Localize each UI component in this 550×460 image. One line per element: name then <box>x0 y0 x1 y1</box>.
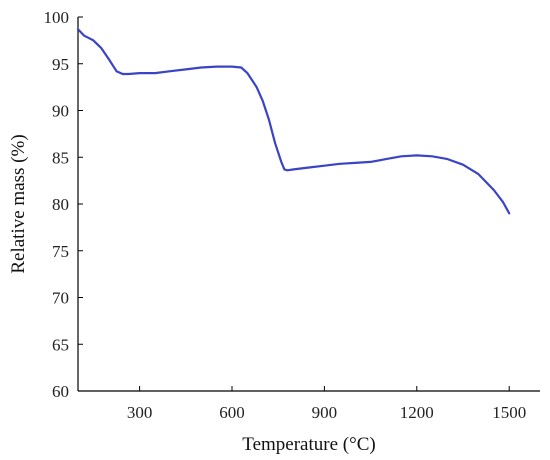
x-tick-label: 900 <box>312 403 338 422</box>
y-axis-ticks: 60 65 70 75 80 85 90 95 100 <box>44 8 83 401</box>
y-tick-label: 65 <box>52 335 69 354</box>
y-tick-label: 95 <box>52 55 69 74</box>
y-tick-label: 70 <box>52 289 69 308</box>
x-axis-title: Temperature (°C) <box>242 434 375 455</box>
y-tick-label: 90 <box>52 102 69 121</box>
y-tick-label: 75 <box>52 242 69 261</box>
x-tick-label: 300 <box>127 403 153 422</box>
y-tick-label: 85 <box>52 148 69 167</box>
x-tick-label: 1200 <box>400 403 434 422</box>
x-tick-label: 1500 <box>492 403 526 422</box>
y-tick-label: 100 <box>44 8 70 27</box>
series-line <box>76 28 511 215</box>
series-group <box>76 28 511 215</box>
y-tick-label: 60 <box>52 382 69 401</box>
y-axis-title: Relative mass (%) <box>8 134 29 273</box>
y-tick-label: 80 <box>52 195 69 214</box>
x-tick-label: 600 <box>219 403 245 422</box>
x-axis-ticks: 300 600 900 1200 1500 <box>127 386 526 422</box>
